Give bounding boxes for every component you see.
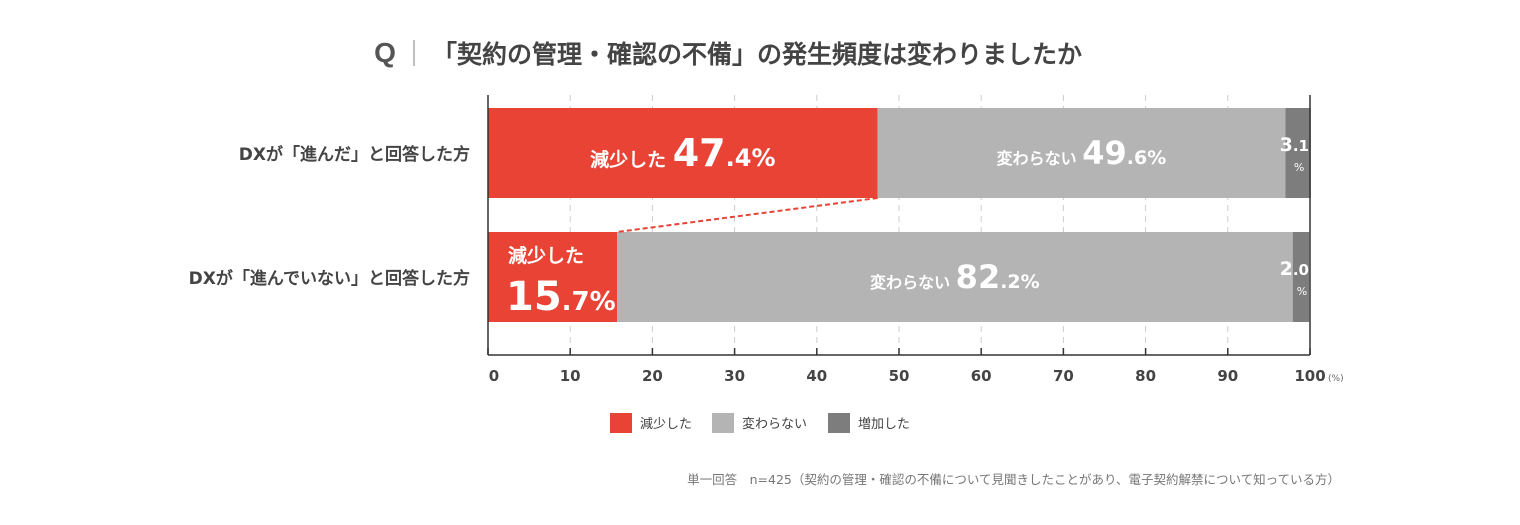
- data-label: 3.1: [1280, 134, 1309, 156]
- bar-segment: [877, 108, 1286, 198]
- legend-label: 減少した: [640, 416, 692, 432]
- x-tick-label: 40: [806, 367, 827, 385]
- x-tick-label: 90: [1217, 367, 1238, 385]
- legend-label: 増加した: [858, 417, 910, 432]
- x-tick-label: 100: [1294, 367, 1325, 385]
- data-label: 変わらない 49.6%: [997, 134, 1167, 172]
- bar-segment: [1285, 108, 1311, 198]
- x-tick-label: 10: [560, 367, 581, 385]
- x-tick-label: 60: [971, 367, 992, 385]
- bar-segment: [488, 108, 878, 198]
- data-label: 変わらない 82.2%: [870, 258, 1040, 296]
- data-label-unit: %: [1294, 161, 1304, 174]
- x-tick-label: 20: [642, 367, 663, 385]
- bar-segment: [488, 232, 618, 322]
- category-label: DXが「進んでいない」と回答した方: [189, 268, 470, 289]
- legend-swatch: [712, 413, 734, 433]
- chart-title: 「契約の管理・確認の不備」の発生頻度は変わりましたか: [432, 40, 1082, 69]
- legend-swatch: [828, 413, 850, 433]
- data-label-unit: %: [1297, 285, 1307, 298]
- legend-swatch: [610, 413, 632, 433]
- data-label: 減少した 47.4%: [590, 131, 775, 175]
- legend-label: 変わらない: [742, 416, 807, 432]
- data-label: 15.7%: [506, 274, 616, 320]
- x-tick-label: 80: [1135, 367, 1156, 385]
- x-tick-label: 50: [889, 367, 910, 385]
- bar-segment: [1292, 232, 1310, 322]
- x-tick-label: 0: [489, 367, 499, 385]
- connector-line: [616, 197, 878, 233]
- data-label-series: 減少した: [508, 244, 584, 267]
- category-label: DXが「進んだ」と回答した方: [239, 144, 470, 165]
- x-axis-unit: (%): [1328, 374, 1344, 384]
- data-label: 2.0: [1280, 258, 1309, 280]
- footnote: 単一回答 n=425（契約の管理・確認の不備について見聞きしたことがあり、電子契…: [687, 472, 1340, 487]
- question-mark-label: Q: [374, 37, 396, 68]
- bar-segment: [617, 232, 1293, 322]
- x-tick-label: 30: [724, 367, 745, 385]
- x-tick-label: 70: [1053, 367, 1074, 385]
